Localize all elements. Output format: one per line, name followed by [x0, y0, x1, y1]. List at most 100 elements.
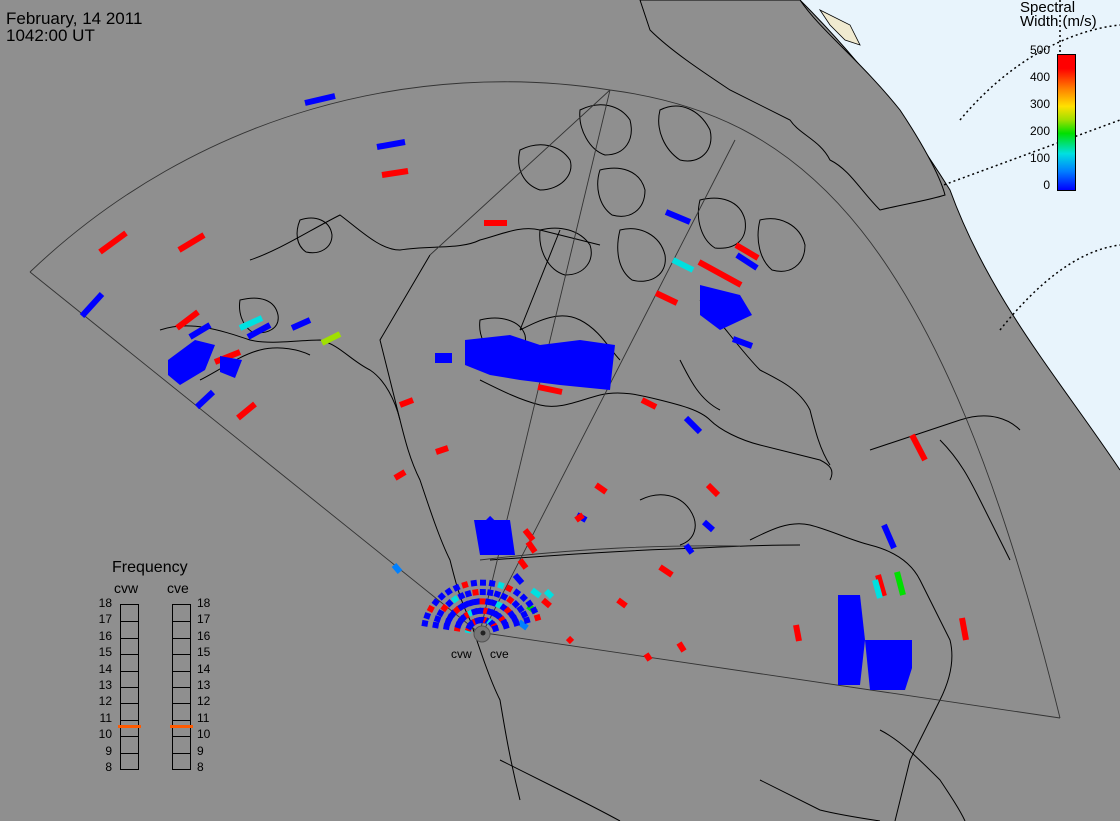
frequency-tick-label: 15: [197, 645, 211, 660]
latitude-circle: [959, 24, 1120, 121]
frequency-tick-label: 9: [105, 743, 112, 758]
frequency-grid-line: [121, 637, 138, 639]
coastlines: [159, 214, 1021, 821]
backscatter-cell: [643, 652, 653, 662]
backscatter-cell: [525, 540, 538, 554]
backscatter-cell: [517, 558, 529, 570]
backscatter-cell: [381, 168, 409, 178]
backscatter-cell: [702, 519, 715, 533]
backscatter-cell: [530, 587, 542, 599]
frequency-label-cvw: cvw: [114, 580, 139, 596]
backscatter-cell: [320, 331, 342, 346]
backscatter-cells: [79, 93, 969, 690]
backscatter-cell: [486, 589, 494, 597]
backscatter-cell: [444, 587, 453, 596]
frequency-tick-label: 13: [197, 678, 211, 692]
backscatter-region: [474, 520, 515, 555]
backscatter-cell: [391, 563, 403, 574]
backscatter-cell: [875, 574, 887, 597]
backscatter-cell: [470, 579, 478, 587]
backscatter-cell: [177, 232, 206, 253]
frequency-tick-label: 12: [197, 694, 211, 709]
time-label: 1042:00 UT: [6, 26, 95, 45]
backscatter-cell: [479, 598, 486, 605]
backscatter-cell: [671, 257, 695, 273]
backscatter-cell: [479, 589, 486, 596]
backscatter-cell: [497, 581, 505, 590]
frequency-grid-line: [121, 687, 138, 688]
greenland-ice: [818, 8, 861, 46]
backscatter-region: [435, 353, 452, 363]
frequency-grid-line: [121, 752, 138, 754]
backscatter-cell: [246, 322, 272, 340]
frequency-tick-label: 15: [98, 645, 112, 660]
colorbar-tick-label: 400: [1029, 70, 1050, 84]
backscatter-cell: [436, 609, 445, 618]
backscatter-cell: [194, 389, 216, 410]
backscatter-cell: [506, 595, 515, 605]
backscatter-cell: [517, 619, 529, 631]
backscatter-cell: [500, 592, 509, 601]
frequency-tick-label: 13: [98, 678, 112, 692]
backscatter-cell: [664, 209, 692, 225]
colorbar-unit: Width (m/s): [1020, 13, 1097, 30]
radar-site-dot: [480, 630, 486, 636]
radar-label-cvw: cvw: [451, 647, 472, 661]
backscatter-cell: [574, 512, 585, 523]
frequency-scale-box: [170, 604, 193, 770]
backscatter-cell: [435, 445, 449, 455]
frequency-tick-label: 17: [98, 612, 112, 627]
frequency-grid-line: [173, 752, 190, 754]
backscatter-cell: [640, 397, 658, 410]
frequency-tick-label: 11: [99, 710, 112, 725]
backscatter-cell: [479, 579, 487, 586]
backscatter-cell: [959, 617, 969, 641]
backscatter-cell: [98, 230, 128, 255]
backscatter-cell: [493, 590, 502, 599]
frequency-tick-label: 14: [98, 661, 112, 676]
frequency-tick-label: 10: [197, 727, 211, 742]
backscatter-cell: [431, 598, 440, 607]
backscatter-region: [865, 640, 912, 690]
frequency-tick-label: 12: [98, 694, 112, 709]
backscatter-cell: [437, 592, 446, 601]
frequency-grid-line: [121, 654, 138, 656]
frequency-grid-line: [173, 670, 190, 672]
latitude-circle: [999, 244, 1120, 331]
backscatter-cell: [213, 349, 242, 365]
frequency-grid-line: [121, 703, 138, 705]
backscatter-cell: [658, 564, 674, 578]
frequency-tick-label: 10: [98, 727, 112, 742]
backscatter-cell: [676, 641, 687, 653]
backscatter-cell: [543, 588, 555, 600]
frequency-grid-line: [173, 621, 190, 623]
backscatter-cell: [426, 604, 435, 613]
backscatter-cell: [735, 252, 759, 271]
frequency-tick-label: 18: [98, 596, 112, 610]
frequency-label-cve: cve: [167, 580, 189, 596]
frequency-tick-label: 16: [98, 628, 112, 643]
backscatter-cell: [683, 543, 695, 555]
backscatter-region: [700, 285, 752, 330]
frequency-grid-line: [173, 654, 190, 656]
backscatter-cell: [432, 621, 440, 629]
backscatter-cell: [461, 581, 469, 589]
frequency-title: Frequency: [112, 559, 188, 576]
backscatter-cell: [393, 469, 407, 481]
backscatter-cell: [79, 291, 105, 319]
backscatter-cell: [512, 588, 522, 597]
backscatter-region: [838, 595, 865, 685]
colorbar-tick-label: 0: [1043, 178, 1050, 192]
backscatter-cell: [683, 415, 703, 435]
date-label: February, 14 2011: [6, 9, 143, 28]
frequency-scale-box: [118, 604, 141, 770]
backscatter-region: [220, 356, 242, 378]
backscatter-cell: [473, 598, 481, 606]
backscatter-cell: [511, 599, 521, 609]
backscatter-region: [465, 335, 615, 390]
frequency-grid-line: [121, 719, 138, 721]
frequency-tick-label: 8: [105, 760, 112, 774]
frequency-grid-line: [173, 719, 190, 721]
backscatter-cell: [484, 598, 492, 606]
